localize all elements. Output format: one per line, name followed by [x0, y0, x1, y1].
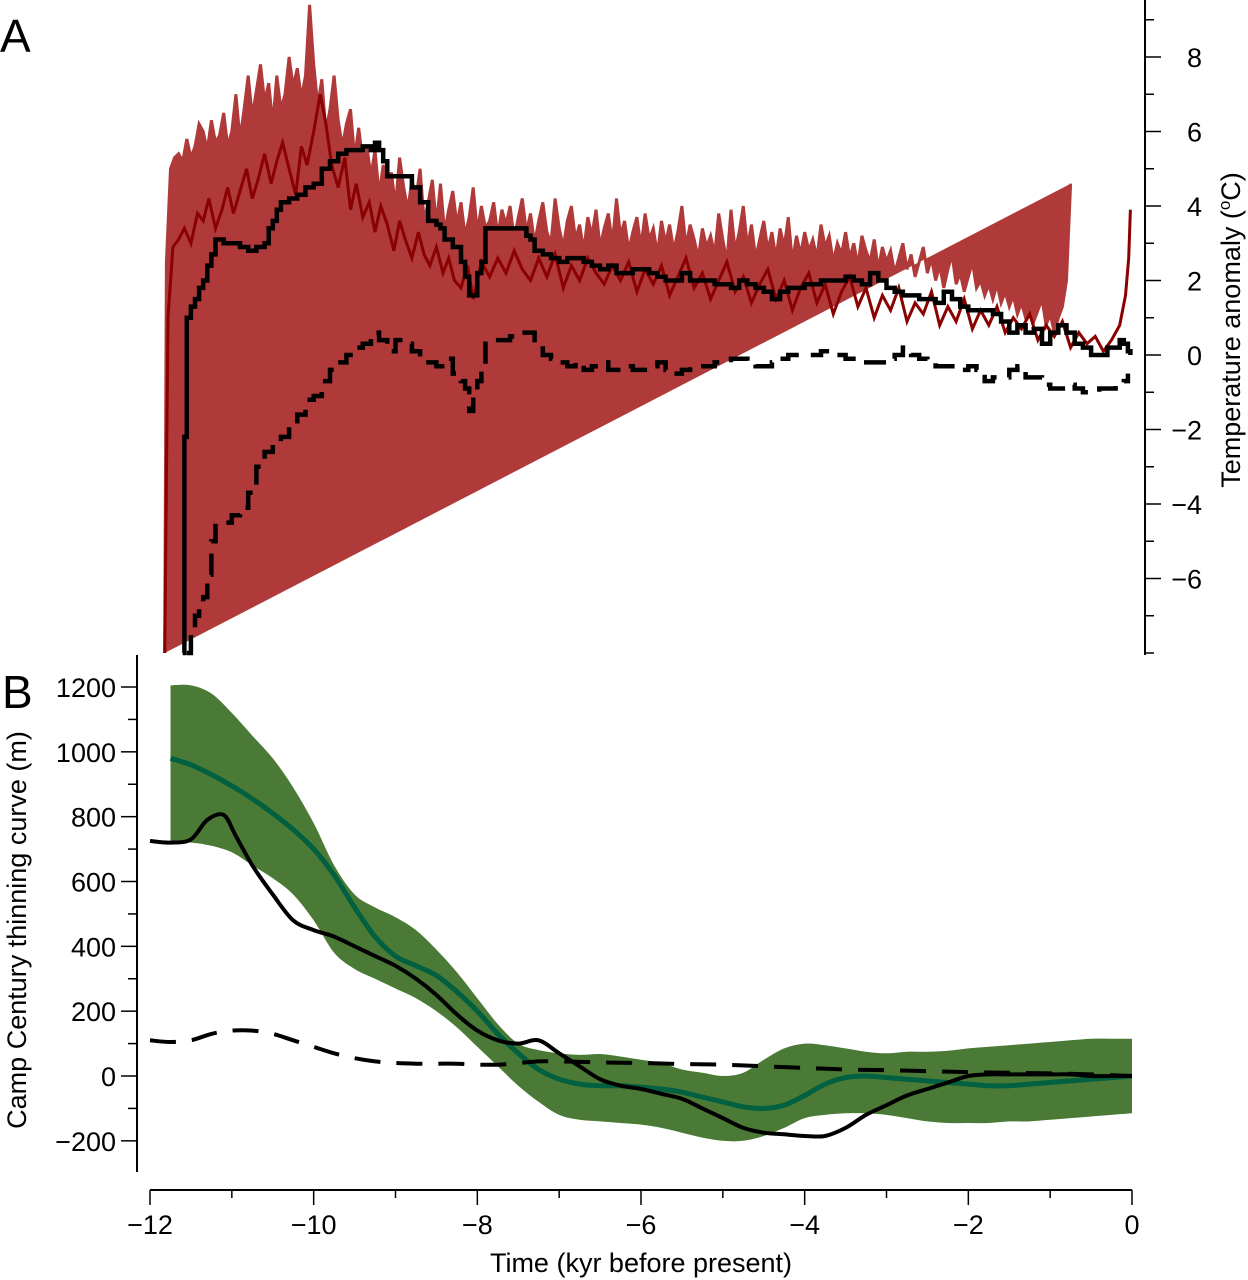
temperature-tick-label: −2	[1171, 416, 1202, 446]
panel-b: −200 0 200 400 600 800 1000 1200 Camp Century t…	[2, 655, 1133, 1172]
time-x-tick-labels: −12 −10 −8 −6 −4 −2 0	[127, 1210, 1139, 1240]
thinning-y-axis-title: Camp Century thinning curve (m)	[2, 731, 32, 1129]
thinning-tick-label: 1000	[56, 738, 116, 768]
thinning-band-area	[170, 684, 1132, 1142]
thinning-tick-label: 400	[71, 932, 116, 962]
time-tick-label: −2	[953, 1210, 984, 1240]
thinning-model-solid-path	[149, 812, 1132, 1139]
temperature-tick-label: 0	[1187, 341, 1202, 371]
temperature-model-dashed-path	[186, 330, 1131, 656]
thinning-tick-label: −200	[55, 1127, 116, 1157]
panel-b-label: B	[2, 666, 33, 718]
thinning-tick-label: 1200	[56, 673, 116, 703]
temperature-tick-label: 4	[1187, 192, 1202, 222]
time-tick-label: 0	[1124, 1210, 1139, 1240]
thinning-model-dashed-line	[149, 1028, 1133, 1078]
thinning-tick-label: 0	[101, 1062, 116, 1092]
thinning-tick-label: 200	[71, 997, 116, 1027]
temperature-tick-label: −4	[1171, 490, 1202, 520]
temperature-y-tick-labels: −6 −4 −2 0 2 4 6 8	[1171, 43, 1202, 595]
thinning-uncertainty-band	[170, 684, 1132, 1142]
temperature-mean-line	[163, 94, 1132, 654]
thinning-mean-line	[169, 755, 1133, 1111]
temperature-band-area	[163, 4, 1073, 654]
time-x-axis-title: Time (kyr before present)	[490, 1248, 792, 1278]
panel-a: −6 −4 −2 0 2 4 6 8 Temperature anomaly (oC) A	[0, 0, 1246, 656]
thinning-tick-label: 600	[71, 868, 116, 898]
time-tick-label: −8	[462, 1210, 493, 1240]
temperature-tick-label: −6	[1171, 565, 1202, 595]
temperature-tick-label: 8	[1187, 43, 1202, 73]
temperature-tick-label: 2	[1187, 267, 1202, 297]
temperature-mean-path	[163, 94, 1132, 654]
temperature-model-dashed-line	[186, 330, 1131, 656]
time-x-axis	[149, 1189, 1133, 1205]
thinning-model-dashed-path	[149, 1028, 1133, 1078]
temperature-model-solid-line	[182, 140, 1133, 656]
temperature-model-solid-path	[182, 140, 1133, 656]
time-tick-label: −12	[127, 1210, 173, 1240]
panel-a-label: A	[0, 10, 31, 62]
thinning-model-solid-line	[149, 812, 1132, 1139]
thinning-mean-path	[169, 755, 1133, 1111]
temperature-y-axis	[1144, 0, 1161, 655]
temperature-y-axis-title: Temperature anomaly (oC)	[1215, 172, 1246, 488]
thinning-y-tick-labels: −200 0 200 400 600 800 1000 1200	[55, 673, 116, 1157]
thinning-tick-label: 800	[71, 803, 116, 833]
temperature-tick-label: 6	[1187, 118, 1202, 148]
thinning-y-axis	[121, 655, 138, 1172]
time-tick-label: −6	[626, 1210, 657, 1240]
time-tick-label: −4	[789, 1210, 820, 1240]
temperature-uncertainty-band	[163, 4, 1073, 654]
time-tick-label: −10	[291, 1210, 337, 1240]
